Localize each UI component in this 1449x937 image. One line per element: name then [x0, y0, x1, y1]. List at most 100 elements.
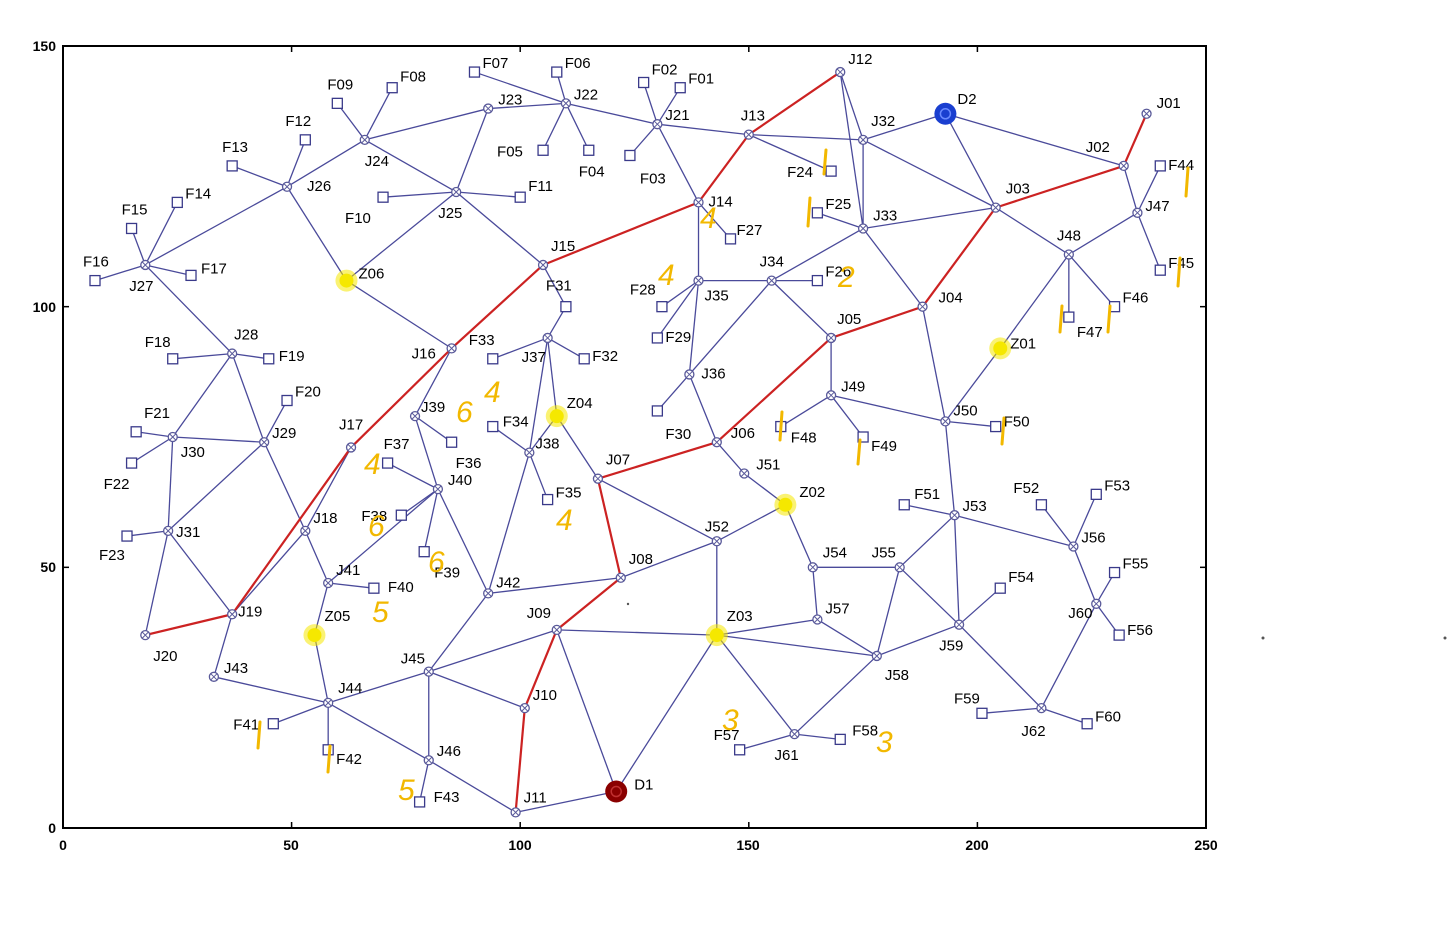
facility-node: [583, 144, 595, 156]
network-edge: [172, 436, 265, 443]
node-labels: J01 J02 J03 J04 J05 J06 J07 J08 J09 J10 J11 J12 J13 J…: [83, 51, 1194, 806]
network-edge: [830, 394, 946, 422]
network-edge: [620, 540, 718, 579]
network-edge: [547, 337, 585, 360]
node-label: J19: [238, 603, 262, 620]
network-edge: [716, 504, 786, 542]
network-edge: [1040, 504, 1074, 547]
node-label: J34: [760, 254, 784, 271]
node-label: D1: [634, 777, 653, 794]
facility-node: [651, 332, 664, 344]
network-edge: [556, 415, 599, 480]
node-label: J52: [705, 518, 729, 535]
network-edge: [327, 670, 429, 704]
node-label: J24: [365, 153, 389, 170]
junction-node-mark: [539, 261, 547, 269]
node-label: F07: [482, 55, 508, 72]
network-edge: [794, 655, 878, 735]
node-label: F23: [99, 547, 125, 564]
node-label: J38: [535, 436, 559, 453]
node-label: J54: [823, 544, 847, 561]
junction-node-mark: [695, 199, 702, 206]
facility-node: [299, 134, 311, 146]
handwritten-number: 4: [364, 448, 381, 481]
network-edge: [656, 123, 700, 203]
node-label: F19: [279, 348, 305, 365]
network-edge: [656, 374, 690, 412]
node-label: J05: [837, 311, 861, 328]
junction-node-mark: [942, 418, 949, 425]
junction-node-mark: [896, 563, 904, 571]
network-edge: [487, 452, 530, 594]
network-edge: [904, 504, 955, 516]
facility-node: [674, 82, 686, 94]
network-edge: [817, 618, 878, 657]
network-edge: [474, 71, 567, 104]
junction-node-mark: [654, 120, 661, 128]
facility-node: [656, 301, 668, 313]
x-tick-label: 100: [508, 837, 532, 853]
node-label: F32: [592, 348, 618, 365]
junction-node-mark: [484, 590, 492, 597]
network-edge: [698, 201, 732, 240]
junction-node-mark: [859, 136, 867, 144]
tally-mark: [1176, 256, 1182, 288]
network-edge: [953, 515, 960, 625]
node-label: D2: [957, 91, 976, 108]
stray-dot: [626, 602, 630, 606]
network-edge: [615, 634, 718, 792]
node-label: J37: [522, 349, 546, 366]
handwritten-number: 6: [428, 546, 445, 579]
facility-node: [537, 144, 549, 156]
handwritten-number: 3: [722, 704, 739, 737]
node-label: F58: [852, 722, 878, 739]
junction-node-mark: [228, 350, 236, 357]
node-label: J17: [339, 416, 363, 433]
node-label: J32: [871, 113, 895, 130]
node-label: J03: [1006, 181, 1030, 198]
network-edge: [328, 582, 374, 589]
facility-node: [541, 493, 554, 506]
junction-node-mark: [324, 699, 332, 707]
facility-node: [368, 582, 380, 594]
node-label: F36: [456, 455, 482, 472]
handwritten-number: 5: [372, 596, 389, 629]
node-label: Z05: [324, 608, 350, 625]
network-edge: [136, 431, 173, 438]
highlighted-edge: [596, 478, 622, 579]
node-label: F53: [1104, 477, 1130, 494]
highlighted-edge: [556, 576, 622, 631]
facility-node: [487, 420, 499, 433]
facility-node: [1108, 566, 1121, 579]
network-edge: [780, 394, 832, 428]
node-label: J09: [527, 605, 551, 622]
facility-node: [468, 66, 481, 78]
node-label: F41: [233, 717, 259, 734]
network-edge: [172, 352, 233, 360]
node-label: F54: [1008, 569, 1034, 586]
network-edge: [995, 207, 1070, 256]
facility-node: [560, 301, 572, 313]
facility-node: [413, 796, 426, 808]
node-label: F45: [1168, 255, 1194, 272]
node-label: J43: [224, 660, 248, 677]
highlighted-edge: [450, 264, 544, 350]
node-label: Z06: [358, 266, 384, 283]
facility-node: [1154, 160, 1166, 172]
facility-node: [89, 274, 101, 287]
node-label: J27: [129, 278, 153, 295]
depot-node-ring: [939, 108, 952, 120]
highlighted-route-edges: [145, 71, 1148, 813]
network-edge: [597, 478, 718, 542]
network-edge: [716, 634, 796, 735]
junction-node-mark: [425, 668, 433, 675]
handwritten-number: 6: [368, 510, 385, 543]
network-edge: [364, 139, 457, 193]
network-edge: [817, 212, 864, 230]
node-label: F10: [345, 210, 371, 227]
network-edge: [492, 337, 548, 360]
network-edge: [231, 353, 265, 443]
network-edge: [286, 139, 366, 188]
network-edge: [167, 441, 265, 532]
